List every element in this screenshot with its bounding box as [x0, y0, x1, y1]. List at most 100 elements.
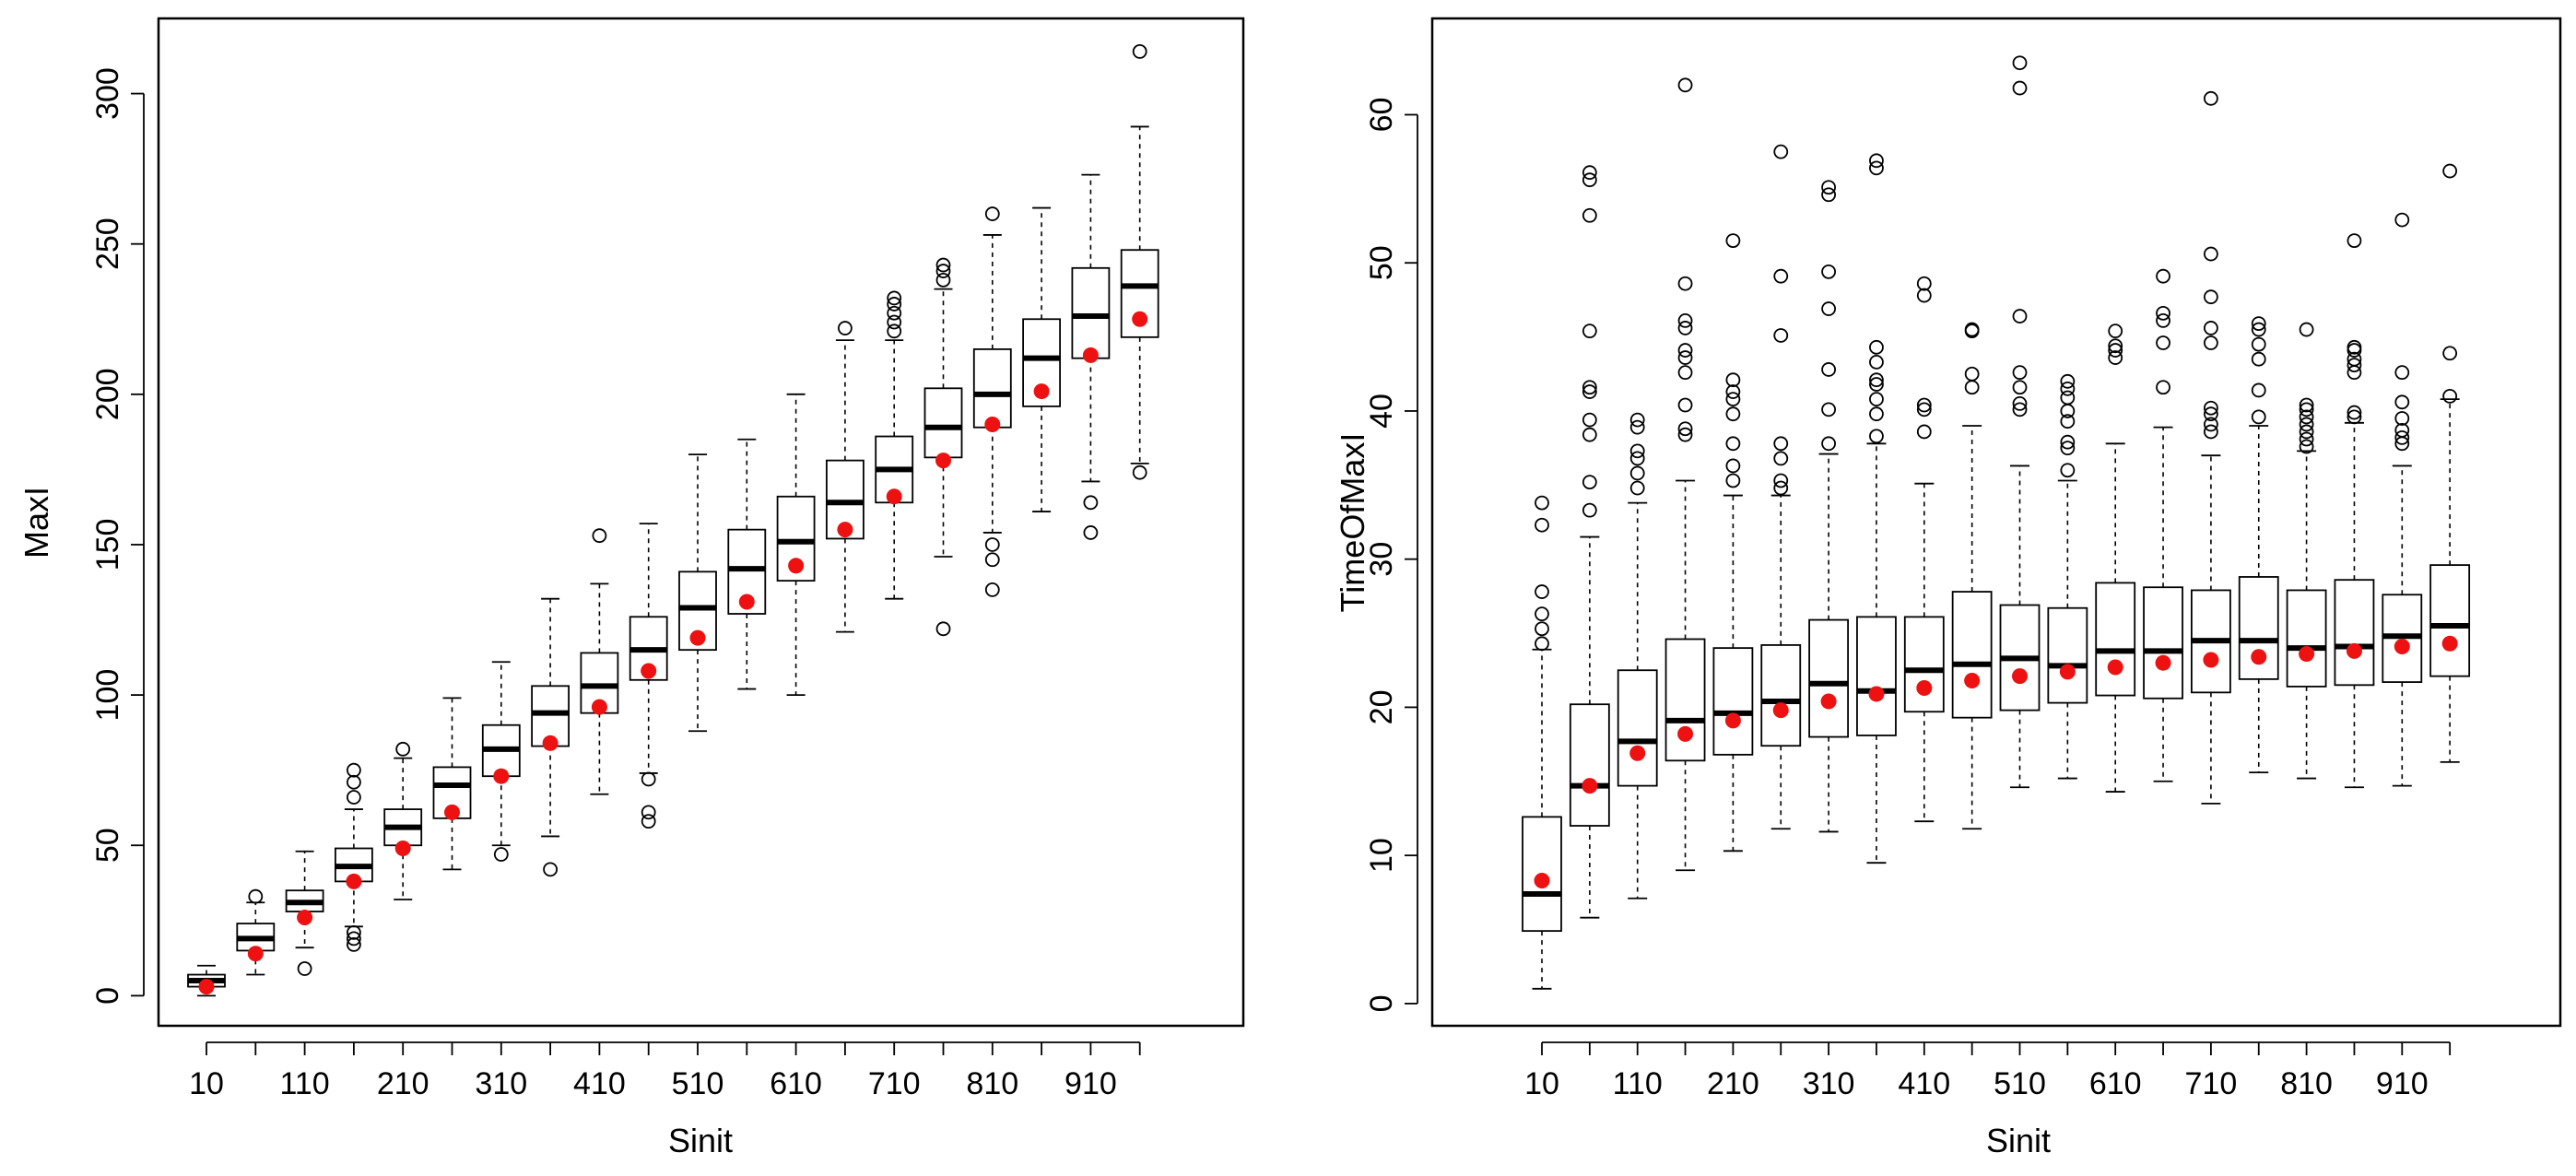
outlier-point: [1869, 372, 1884, 388]
outlier-point: [984, 582, 1000, 597]
outlier-point: [1916, 424, 1932, 440]
mean-point: [1582, 778, 1598, 794]
x-tick-label: 10: [189, 1066, 224, 1101]
box-iqr: [2429, 564, 2471, 677]
box-iqr: [1951, 591, 1993, 719]
y-tick-label: 30: [1364, 542, 1399, 577]
box-iqr: [727, 528, 767, 615]
x-axis-label-maxi: Sinit: [668, 1122, 733, 1159]
outlier-point: [2347, 409, 2362, 425]
outlier-point: [2299, 402, 2314, 417]
mean-point: [2155, 654, 2171, 671]
outlier-point: [543, 862, 558, 877]
outlier-point: [2012, 365, 2028, 381]
outlier-point: [1869, 153, 1884, 169]
box-560: [727, 438, 767, 690]
box-360: [531, 597, 570, 877]
x-tick-label: 310: [1803, 1066, 1855, 1101]
outlier-point: [1582, 207, 1597, 223]
x-axis-label-timeofmaxi: Sinit: [1986, 1122, 2051, 1159]
outlier-point: [1629, 451, 1645, 466]
outlier-point: [1725, 436, 1741, 452]
mean-point: [689, 629, 706, 646]
box-210: [383, 741, 423, 900]
box-410: [580, 528, 619, 795]
outlier-point: [1916, 402, 1932, 417]
outlier-point: [887, 314, 902, 330]
y-axis-label-maxi: MaxI: [18, 487, 55, 559]
mean-point: [444, 804, 460, 820]
mean-point: [984, 416, 1001, 432]
outlier-point: [1582, 172, 1597, 188]
outlier-point: [1773, 436, 1789, 452]
mean-point: [1772, 702, 1789, 719]
box-10: [187, 964, 226, 997]
outlier-point: [2347, 343, 2362, 358]
outlier-point: [1582, 165, 1597, 181]
outlier-point: [2108, 350, 2123, 365]
outlier-point: [1869, 160, 1884, 176]
box-810: [2286, 322, 2327, 780]
box-910: [2382, 212, 2423, 787]
plot-frame-timeofmaxi: [1430, 17, 2562, 1028]
outlier-point: [1083, 525, 1099, 540]
box-660: [826, 321, 865, 633]
outlier-point: [838, 321, 853, 335]
y-tick-label: 0: [1364, 994, 1399, 1012]
box-iqr: [1808, 618, 1849, 738]
outlier-point: [592, 528, 607, 544]
y-tick-label: 200: [90, 368, 125, 420]
box-660: [2143, 268, 2183, 782]
outlier-point: [2251, 409, 2266, 425]
outlier-point: [1132, 43, 1147, 59]
x-tick-label: 410: [573, 1066, 626, 1101]
outlier-point: [1677, 397, 1693, 413]
outlier-point: [1677, 343, 1693, 358]
box-iqr: [2286, 589, 2327, 688]
outlier-point: [2156, 268, 2170, 284]
outlier-point: [2203, 289, 2218, 305]
y-tick-label: 40: [1364, 394, 1399, 429]
x-tick-label: 210: [1707, 1066, 1759, 1101]
x-tick-label: 110: [1613, 1066, 1663, 1101]
mean-point: [2012, 668, 2028, 685]
mean-point: [935, 453, 951, 469]
box-710: [875, 290, 914, 600]
mean-point: [641, 663, 657, 679]
outlier-point: [2203, 417, 2218, 432]
outlier-point: [346, 762, 361, 778]
outlier-point: [2060, 414, 2076, 429]
outlier-point: [1869, 429, 1884, 444]
outlier-point: [2108, 343, 2123, 358]
outlier-point: [2012, 396, 2028, 411]
y-tick-label: 150: [90, 519, 125, 571]
outlier-point: [1677, 276, 1693, 291]
outlier-point: [984, 552, 1000, 568]
outlier-point: [1821, 264, 1836, 279]
mean-point: [1964, 672, 1981, 688]
outlier-point: [2203, 400, 2218, 416]
outlier-point: [935, 272, 951, 288]
box-760: [923, 257, 963, 637]
outlier-point: [2251, 351, 2266, 367]
outlier-point: [2347, 339, 2362, 355]
outlier-point: [1725, 392, 1741, 406]
mean-point: [2251, 649, 2267, 665]
outlier-point: [1629, 412, 1645, 428]
outlier-point: [1083, 495, 1099, 511]
outlier-point: [1677, 77, 1693, 93]
box-iqr: [972, 347, 1012, 429]
outlier-point: [935, 621, 951, 637]
x-tick-label: 10: [1524, 1066, 1559, 1101]
outlier-point: [1916, 288, 1932, 303]
outlier-point: [1582, 427, 1597, 442]
outlier-point: [1916, 276, 1932, 291]
outlier-point: [2156, 335, 2170, 350]
outlier-point: [1821, 187, 1836, 203]
outlier-point: [1869, 339, 1884, 355]
x-tick-label: 210: [377, 1066, 429, 1101]
box-460: [1951, 322, 1993, 830]
outlier-point: [1869, 355, 1884, 370]
outlier-point: [641, 771, 656, 787]
